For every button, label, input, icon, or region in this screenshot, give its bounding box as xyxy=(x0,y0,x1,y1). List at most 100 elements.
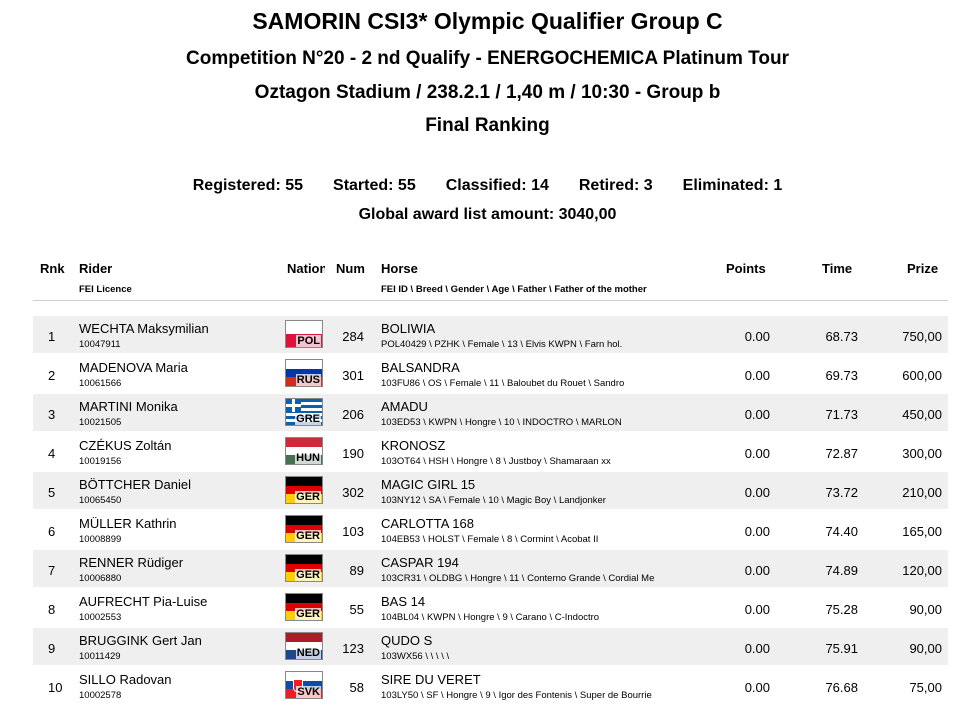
rank-cell: 1 xyxy=(48,329,56,344)
col-header-nation: Nation xyxy=(287,261,325,276)
table-row: 5 BÖTTCHER Daniel 10065450 GER 302 MAGIC GIRL… xyxy=(33,472,948,509)
nation-code: HUN xyxy=(295,452,321,464)
horse-number: 89 xyxy=(349,563,364,578)
rank-cell: 2 xyxy=(48,368,56,383)
horse-details: 104BL04 \ KWPN \ Hongre \ 9 \ Carano \ C… xyxy=(381,612,600,623)
rider-licence: 10047911 xyxy=(79,339,121,350)
rider-name: AUFRECHT Pia-Luise xyxy=(79,594,208,609)
table-row: 8 AUFRECHT Pia-Luise 10002553 GER 55 BAS 14 10… xyxy=(33,589,948,626)
horse-number: 302 xyxy=(342,485,364,500)
col-header-prize: Prize xyxy=(907,261,939,276)
prize-cell: 75,00 xyxy=(909,680,942,695)
prize-cell: 90,00 xyxy=(909,641,942,656)
started-stat: Started: 55 xyxy=(333,177,416,194)
rider-licence: 10065450 xyxy=(79,495,122,506)
nation-code: GRE xyxy=(295,413,321,425)
stats-bar: Registered: 55 Started: 55 Classified: 1… xyxy=(0,177,975,195)
rider-licence: 10011429 xyxy=(79,651,121,662)
nation-code: GER xyxy=(295,491,321,503)
nation-code: RUS xyxy=(295,374,321,386)
venue-info: Oztagon Stadium / 238.2.1 / 1,40 m / 10:… xyxy=(254,82,721,103)
table-row: 10 SILLO Radovan 10002578 SVK 58 SIRE DU VERE… xyxy=(33,667,948,704)
rider-name: WECHTA Maksymilian xyxy=(79,321,209,336)
rank-cell: 3 xyxy=(48,407,56,422)
time-cell: 72.87 xyxy=(825,446,858,461)
points-cell: 0.00 xyxy=(744,563,770,578)
event-title: SAMORIN CSI3* Olympic Qualifier Group C xyxy=(252,8,723,34)
horse-name: QUDO S xyxy=(381,633,433,648)
horse-details: POL40429 \ PZHK \ Female \ 13 \ Elvis KW… xyxy=(381,339,623,350)
rider-licence: 10002553 xyxy=(79,612,122,623)
rider-name: MÜLLER Kathrin xyxy=(79,516,177,531)
rider-licence: 10021505 xyxy=(79,417,122,428)
time-cell: 71.73 xyxy=(825,407,858,422)
rider-licence: 10002578 xyxy=(79,690,122,701)
table-row: 9 BRUGGINK Gert Jan 10011429 NED 123 QUDO S 10… xyxy=(33,628,948,665)
horse-name: BOLIWIA xyxy=(381,321,436,336)
nation-flag-icon: NED xyxy=(285,632,323,660)
horse-name: AMADU xyxy=(381,399,428,414)
points-cell: 0.00 xyxy=(744,368,770,383)
time-cell: 74.89 xyxy=(825,563,858,578)
horse-number: 206 xyxy=(342,407,364,422)
prize-cell: 450,00 xyxy=(902,407,942,422)
nation-flag-icon: POL xyxy=(285,320,323,348)
prize-cell: 120,00 xyxy=(902,563,942,578)
prize-cell: 300,00 xyxy=(902,446,942,461)
horse-name: BAS 14 xyxy=(381,594,426,609)
horse-number: 55 xyxy=(349,602,364,617)
horse-name: CARLOTTA 168 xyxy=(381,516,474,531)
points-cell: 0.00 xyxy=(744,680,770,695)
nation-code: NED xyxy=(295,647,321,659)
time-cell: 69.73 xyxy=(825,368,858,383)
col-header-time: Time xyxy=(822,261,853,276)
points-cell: 0.00 xyxy=(744,407,770,422)
horse-details: 104EB53 \ HOLST \ Female \ 8 \ Cormint \… xyxy=(381,534,599,545)
table-row: 6 MÜLLER Kathrin 10008899 GER 103 CARLOTTA 16… xyxy=(33,511,948,548)
table-row: 3 MARTINI Monika 10021505 GRE 206 AMADU 103ED5… xyxy=(33,394,948,431)
horse-name: CASPAR 194 xyxy=(381,555,459,570)
horse-number: 284 xyxy=(342,329,364,344)
col-header-horse: Horse xyxy=(381,261,418,276)
table-row: 1 WECHTA Maksymilian 10047911 POL 284 BOLIWIA… xyxy=(33,316,948,353)
rider-licence: 10008899 xyxy=(79,534,122,545)
horse-number: 190 xyxy=(342,446,364,461)
time-cell: 73.72 xyxy=(825,485,858,500)
nation-flag-icon: GER xyxy=(285,476,323,504)
horse-details: 103OT64 \ HSH \ Hongre \ 8 \ Justboy \ S… xyxy=(381,456,611,467)
rank-cell: 7 xyxy=(48,563,56,578)
horse-details: 103ED53 \ KWPN \ Hongre \ 10 \ INDOCTRO … xyxy=(381,417,622,428)
horse-details: 103LY50 \ SF \ Hongre \ 9 \ Igor des Fon… xyxy=(381,690,652,701)
rider-name: BRUGGINK Gert Jan xyxy=(79,633,202,648)
col-header-licence: FEI Licence xyxy=(79,284,132,295)
horse-details: 103FU86 \ OS \ Female \ 11 \ Baloubet du… xyxy=(381,378,625,389)
rider-name: RENNER Rüdiger xyxy=(79,555,184,570)
horse-number: 123 xyxy=(342,641,364,656)
nation-flag-icon: GER xyxy=(285,593,323,621)
nation-code: GER xyxy=(295,530,321,542)
points-cell: 0.00 xyxy=(744,602,770,617)
prize-cell: 750,00 xyxy=(902,329,942,344)
nation-code: GER xyxy=(295,569,321,581)
rank-cell: 9 xyxy=(48,641,56,656)
rider-name: BÖTTCHER Daniel xyxy=(79,477,191,492)
retired-stat: Retired: 3 xyxy=(578,177,653,194)
col-header-points: Points xyxy=(726,261,766,276)
time-cell: 74.40 xyxy=(825,524,858,539)
horse-details: 103NY12 \ SA \ Female \ 10 \ Magic Boy \… xyxy=(381,495,606,506)
horse-details: 103CR31 \ OLDBG \ Hongre \ 11 \ Conterno… xyxy=(381,573,655,584)
eliminated-stat: Eliminated: 1 xyxy=(682,177,783,194)
col-header-rnk: Rnk xyxy=(40,261,65,276)
prize-cell: 165,00 xyxy=(902,524,942,539)
registered-stat: Registered: 55 xyxy=(192,177,304,194)
rank-cell: 10 xyxy=(48,680,63,695)
nation-code: POL xyxy=(296,335,321,347)
rider-name: CZÉKUS Zoltán xyxy=(79,438,172,453)
horse-name: KRONOSZ xyxy=(381,438,446,453)
points-cell: 0.00 xyxy=(744,446,770,461)
rank-cell: 5 xyxy=(48,485,56,500)
award-amount: Global award list amount: 3040,00 xyxy=(358,206,617,223)
rank-cell: 6 xyxy=(48,524,56,539)
nation-code: SVK xyxy=(296,686,321,698)
col-header-num: Num xyxy=(336,261,365,276)
